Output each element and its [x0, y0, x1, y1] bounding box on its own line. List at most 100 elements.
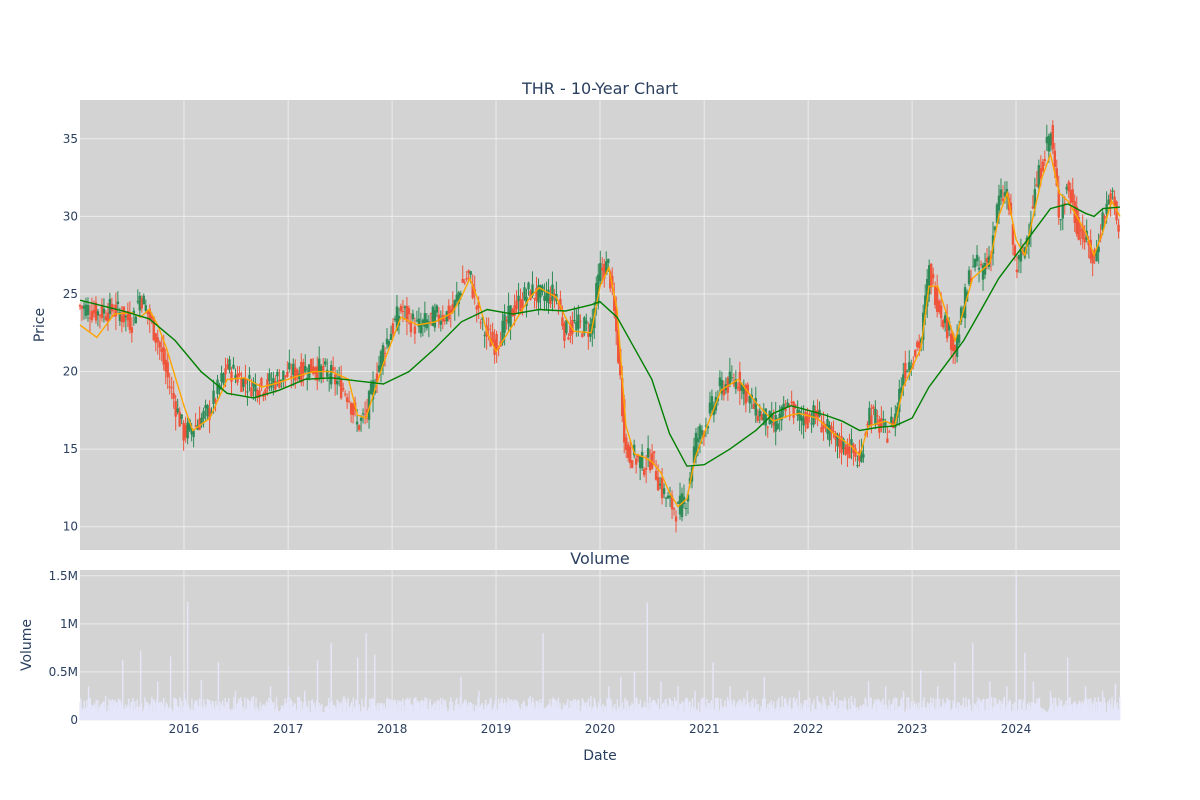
candle-body [758, 410, 761, 417]
volume-bar [692, 710, 695, 720]
volume-bar [237, 703, 239, 720]
volume-bar [378, 703, 380, 720]
volume-bar [806, 699, 808, 720]
volume-bar [821, 705, 824, 720]
x-tick-label: 2024 [1001, 722, 1032, 736]
volume-bar [221, 704, 223, 720]
volume-bar [720, 705, 723, 720]
volume-bar [375, 711, 378, 720]
volume-bar [949, 710, 952, 720]
volume-bar [346, 702, 349, 720]
volume-bar [657, 698, 660, 720]
volume-bar [835, 708, 837, 720]
volume-bar [779, 706, 782, 720]
volume-bar [328, 709, 331, 720]
volume-bar [449, 701, 451, 720]
volume-bar [1064, 712, 1066, 720]
volume-bar [538, 699, 541, 720]
volume-bar [434, 711, 437, 720]
volume-bar [368, 707, 370, 720]
volume-bar [462, 703, 464, 720]
volume-bar [1001, 704, 1003, 720]
volume-bar [251, 697, 253, 720]
candle-body [822, 421, 825, 429]
candle-body [1113, 196, 1116, 206]
volume-bar [784, 698, 787, 720]
volume-x-axis-title: Date [583, 748, 616, 764]
candle-body [341, 387, 345, 390]
volume-bar [931, 707, 933, 720]
volume-bar [573, 705, 576, 720]
candle-body [1053, 150, 1056, 167]
volume-bar [451, 701, 454, 720]
volume-bar [416, 703, 419, 720]
candle-body [519, 298, 522, 312]
volume-bar [686, 698, 689, 720]
volume-bar [755, 699, 757, 720]
volume-bar [467, 704, 469, 720]
volume-bar [247, 699, 250, 720]
candle-body [810, 423, 813, 425]
volume-bar [854, 698, 856, 720]
volume-bar [515, 699, 518, 720]
volume-bar [1107, 701, 1109, 720]
volume-bar [315, 710, 317, 720]
candle-body [252, 381, 255, 387]
volume-bar [123, 709, 126, 720]
candle-body [808, 413, 811, 417]
volume-bar [570, 706, 572, 720]
volume-bar [780, 710, 783, 720]
volume-bar [533, 709, 536, 720]
volume-bar [744, 705, 747, 720]
volume-bar [611, 711, 613, 720]
volume-bar [603, 711, 605, 720]
volume-bar [1050, 697, 1053, 720]
candle-body [983, 262, 987, 275]
volume-bar [643, 707, 645, 720]
candle-body [806, 416, 809, 429]
candle-body [455, 294, 458, 302]
volume-bar [125, 708, 127, 720]
volume-y-tick-label: 0 [70, 713, 78, 727]
volume-bar [268, 697, 270, 720]
volume-bar [372, 698, 374, 720]
volume-bar [774, 709, 777, 720]
volume-bar [220, 709, 222, 720]
candle-body [1117, 224, 1120, 232]
candle-body [892, 420, 895, 428]
x-tick-label: 2022 [793, 722, 824, 736]
candle-body [630, 460, 634, 468]
volume-bar [356, 699, 358, 720]
volume-bar [834, 704, 836, 720]
candle-body [329, 365, 333, 385]
volume-bar [829, 697, 831, 720]
volume-bar [690, 706, 693, 720]
candle-body [158, 341, 161, 348]
candle-body [471, 283, 474, 298]
volume-bar [966, 706, 968, 720]
volume-bar [851, 701, 854, 720]
volume-bar [908, 708, 911, 720]
volume-bar [256, 708, 258, 720]
volume-bar [794, 703, 796, 720]
candle-body [752, 404, 755, 409]
candle-body [316, 366, 319, 381]
volume-bar [852, 704, 854, 720]
volume-bar [765, 708, 767, 720]
volume-bar [732, 707, 734, 720]
volume-bar [1017, 709, 1019, 720]
candle-body [754, 398, 757, 416]
volume-bar [682, 710, 684, 720]
volume-bar [714, 708, 716, 720]
volume-bar [310, 700, 313, 720]
volume-bar [791, 708, 794, 720]
candle-body [130, 327, 134, 333]
volume-bar [87, 686, 90, 720]
volume-bar [142, 711, 144, 720]
volume-bar [946, 697, 948, 720]
volume-bar [701, 704, 703, 720]
volume-bar [895, 709, 897, 720]
volume-bar [222, 706, 225, 720]
volume-bar [913, 704, 916, 720]
candle-body [96, 311, 100, 316]
